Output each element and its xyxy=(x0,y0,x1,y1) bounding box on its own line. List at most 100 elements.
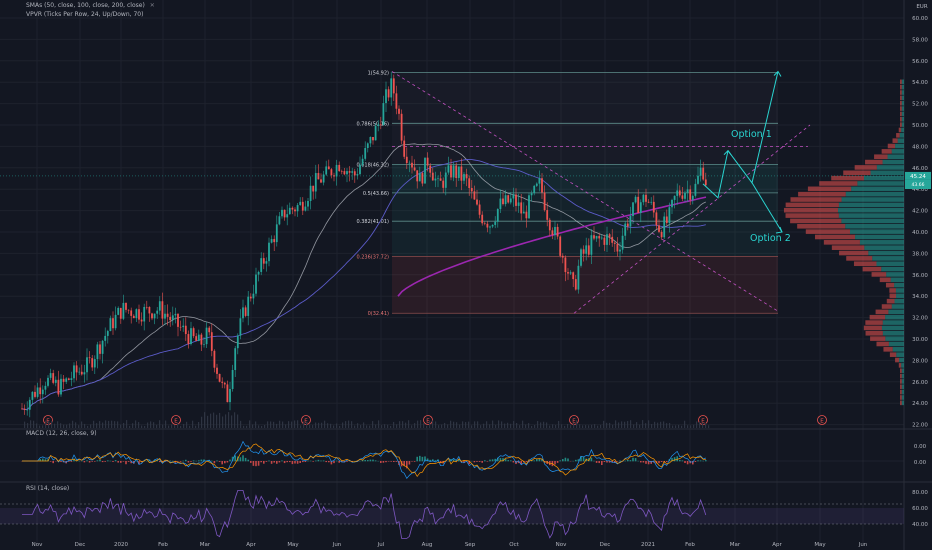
candle-body xyxy=(184,325,187,335)
macd-histogram-bar xyxy=(252,461,255,466)
candle-body xyxy=(278,216,281,225)
close-icon[interactable]: ✕ xyxy=(149,2,155,9)
volume-bar-down xyxy=(831,175,864,181)
macd-histogram-bar xyxy=(468,461,470,465)
macd-tick-label: 0.00 xyxy=(914,444,927,450)
volume-bar xyxy=(54,423,56,428)
volume-bar-up xyxy=(845,191,904,197)
volume-bar xyxy=(84,423,86,428)
macd-histogram-bar xyxy=(491,459,494,462)
macd-histogram-bar xyxy=(39,459,41,462)
candle-body xyxy=(83,372,86,375)
vpvr-legend[interactable]: VPVR (Ticks Per Row, 24, Up/Down, 70) xyxy=(26,11,143,18)
macd-histogram-bar xyxy=(559,460,561,462)
macd-histogram-bar xyxy=(70,461,73,462)
macd-histogram-bar xyxy=(429,459,431,462)
macd-histogram-bar xyxy=(632,457,634,462)
candle-body xyxy=(286,214,289,218)
volume-bar-up xyxy=(886,272,904,277)
macd-histogram-bar xyxy=(702,460,704,462)
macd-histogram-bar xyxy=(562,459,564,462)
macd-legend[interactable]: MACD (12, 26, close, 9) xyxy=(26,430,97,437)
macd-histogram-bar xyxy=(517,461,520,464)
candle-body xyxy=(335,164,338,177)
option-path xyxy=(702,150,729,199)
candle-body xyxy=(39,387,42,395)
macd-histogram-bar xyxy=(590,457,593,462)
macd-histogram-bar xyxy=(299,461,301,463)
candle-body xyxy=(192,328,195,337)
sma-legend[interactable]: SMAs (50, close, 100, close, 200, close)… xyxy=(26,2,155,9)
volume-bar xyxy=(603,420,605,428)
volume-bar xyxy=(657,422,659,428)
volume-bar-up xyxy=(872,256,904,261)
macd-histogram-bar xyxy=(328,461,330,463)
candle-body xyxy=(632,202,634,217)
volume-bar xyxy=(42,425,44,428)
candle-body xyxy=(348,171,351,173)
rsi-band xyxy=(0,508,904,524)
candle-body xyxy=(283,209,286,218)
volume-bar-up xyxy=(901,379,904,384)
candle-body xyxy=(535,183,538,186)
macd-histogram-bar xyxy=(486,461,489,462)
price-tick-label: 60.00 xyxy=(912,16,928,22)
earnings-marker-label: E xyxy=(820,418,824,424)
candle-body xyxy=(593,235,595,239)
candle-body xyxy=(655,212,658,226)
candle-body xyxy=(699,167,702,176)
volume-bar xyxy=(300,425,302,428)
candle-body xyxy=(73,365,75,379)
volume-bar-down xyxy=(900,389,902,395)
candle-body xyxy=(322,174,325,183)
macd-histogram-bar xyxy=(91,461,93,462)
candle-body xyxy=(647,201,650,203)
candle-body xyxy=(119,307,122,319)
candle-body xyxy=(140,319,143,322)
macd-histogram-bar xyxy=(681,460,684,462)
volume-bar-up xyxy=(899,133,904,138)
volume-bar xyxy=(264,424,266,428)
candle-body xyxy=(177,313,179,327)
candle-body xyxy=(156,310,159,314)
volume-bar xyxy=(351,421,353,428)
last-price-badge xyxy=(905,171,931,180)
candle-body xyxy=(621,235,624,250)
volume-bar-down xyxy=(895,357,900,363)
candle-body xyxy=(650,201,653,203)
volume-bar xyxy=(384,424,386,428)
rsi-legend[interactable]: RSI (14, close) xyxy=(26,485,69,492)
candle-body xyxy=(572,272,575,280)
macd-histogram-bar xyxy=(634,458,637,462)
volume-bar xyxy=(615,420,617,428)
candle-body xyxy=(418,173,421,182)
macd-histogram-bar xyxy=(224,461,226,464)
candle-body xyxy=(218,373,221,382)
volume-bar xyxy=(408,420,410,428)
candle-body xyxy=(288,207,291,215)
macd-histogram-bar xyxy=(60,461,62,463)
macd-histogram-bar xyxy=(463,461,465,463)
candle-body xyxy=(678,190,681,196)
volume-bar xyxy=(105,420,107,428)
volume-bar xyxy=(483,423,485,428)
volume-bar xyxy=(681,425,683,428)
volume-bar-up xyxy=(901,90,904,95)
candle-body xyxy=(554,226,556,236)
candle-body xyxy=(34,391,36,397)
macd-histogram-bar xyxy=(182,460,184,462)
volume-bar xyxy=(60,423,62,428)
last-price-label: 45.24 xyxy=(910,174,926,180)
volume-bar-down xyxy=(900,95,902,101)
candle-body xyxy=(221,381,224,383)
volume-bar xyxy=(618,422,620,428)
candle-body xyxy=(52,373,55,383)
candle-body xyxy=(463,174,465,181)
price-tick-label: 50.00 xyxy=(912,123,928,129)
fib-level-label: 0.618(46.32) xyxy=(356,162,389,168)
candle-body xyxy=(327,166,330,170)
macd-histogram-bar xyxy=(686,461,689,465)
volume-bar xyxy=(153,422,155,428)
volume-bar-down xyxy=(785,213,839,218)
